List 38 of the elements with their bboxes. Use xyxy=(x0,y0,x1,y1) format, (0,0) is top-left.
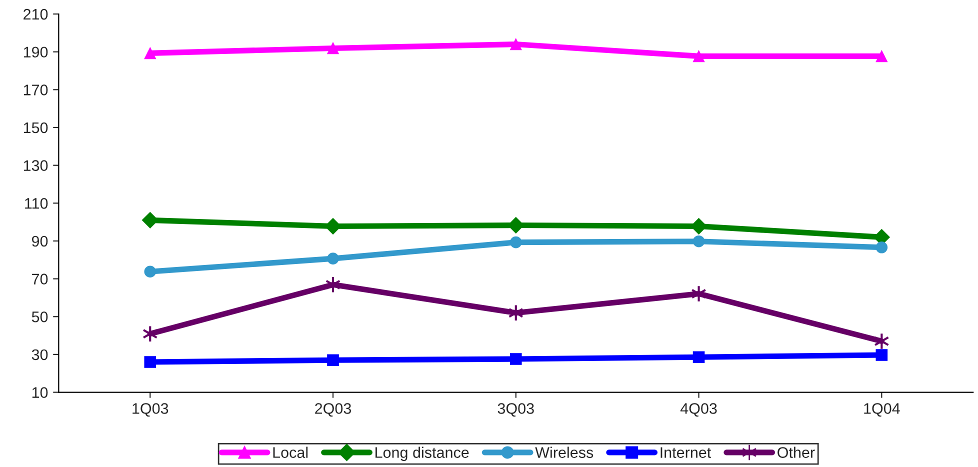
point xyxy=(876,241,888,254)
point xyxy=(510,38,522,50)
legend-label: Local xyxy=(273,446,308,458)
point xyxy=(876,50,888,62)
y-tick-label: 10 xyxy=(32,387,48,398)
x-tick-label: 2Q03 xyxy=(315,403,352,417)
legend-label: Other xyxy=(778,446,815,458)
y-tick-label: 90 xyxy=(32,236,48,247)
y-tick-label: 170 xyxy=(24,84,48,96)
point xyxy=(692,351,705,364)
y-tick-label: 50 xyxy=(32,311,48,322)
x-tick-label: 1Q03 xyxy=(132,403,168,417)
point xyxy=(144,47,156,60)
point xyxy=(327,354,339,366)
point xyxy=(691,285,706,302)
point xyxy=(144,356,156,368)
y-tick-label: 70 xyxy=(32,274,48,284)
point xyxy=(692,235,705,248)
point xyxy=(327,252,339,264)
legend-label: Long distance xyxy=(376,446,469,461)
point xyxy=(510,353,522,365)
point xyxy=(142,212,158,228)
point xyxy=(144,266,156,278)
point xyxy=(510,236,522,248)
y-tick-label: 110 xyxy=(25,198,48,209)
y-tick-label: 210 xyxy=(24,8,48,20)
legend-label: Wireless xyxy=(535,446,594,458)
point xyxy=(327,42,339,54)
legend-label: Internet xyxy=(660,447,712,458)
x-tick-label: 3Q03 xyxy=(498,403,534,417)
point xyxy=(876,349,888,361)
y-tick-label: 150 xyxy=(24,122,48,134)
x-tick-label: 1Q04 xyxy=(864,403,900,417)
y-tick-label: 190 xyxy=(24,46,48,58)
x-tick-label: 4Q03 xyxy=(680,403,717,417)
point xyxy=(692,50,705,62)
y-tick-label: 130 xyxy=(24,160,48,172)
y-tick-label: 30 xyxy=(32,349,48,360)
